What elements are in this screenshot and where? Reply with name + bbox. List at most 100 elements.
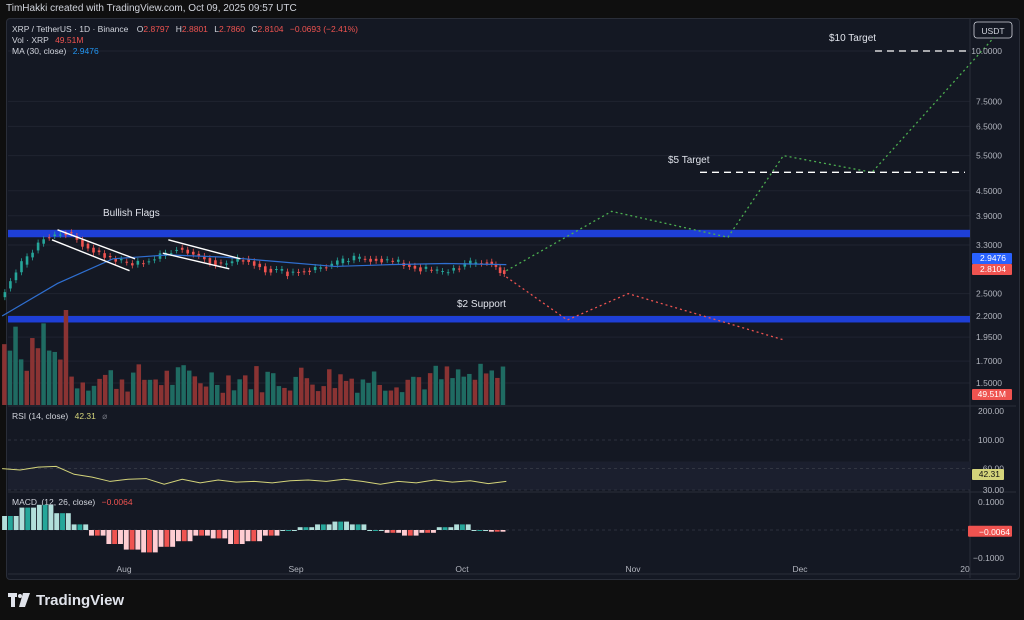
currency-button[interactable]: USDT — [973, 21, 1013, 39]
volume-bar — [355, 392, 360, 405]
candle-body — [31, 252, 34, 258]
volume-bar — [388, 390, 394, 405]
volume-bar — [427, 373, 433, 405]
macd-legend-label: MACD — [12, 497, 37, 507]
volume-bar — [46, 350, 52, 405]
tradingview-footer[interactable]: TradingView — [8, 590, 124, 610]
rsi-settings-icon[interactable]: ⌀ — [102, 411, 107, 421]
legend-ma-label: MA (30, close) — [12, 46, 66, 56]
macd-histogram-bar — [135, 530, 141, 550]
rsi-line — [2, 465, 507, 485]
candle-body — [42, 239, 45, 244]
macd-histogram-bar — [239, 530, 245, 544]
volume-bar — [170, 384, 175, 405]
candle-body — [36, 242, 40, 251]
macd-histogram-bar — [204, 530, 210, 536]
rsi-tick-label: 30.00 — [983, 485, 1005, 495]
macd-histogram-bar — [228, 530, 234, 544]
candle-body — [53, 234, 57, 236]
legend-o-label: O — [137, 24, 144, 34]
candle-body — [3, 292, 7, 298]
macd-histogram-bar — [268, 530, 274, 536]
macd-histogram-bar — [320, 524, 326, 530]
macd-histogram-bar — [112, 530, 118, 544]
macd-histogram-bar — [210, 530, 216, 539]
macd-histogram-bar — [164, 530, 170, 547]
volume-bar — [265, 371, 270, 405]
macd-histogram-bar — [94, 530, 100, 536]
volume-bar — [299, 367, 304, 405]
volume-bar — [383, 390, 388, 405]
macd-histogram-bar — [471, 530, 477, 531]
candle-body — [424, 266, 428, 269]
candle-body — [275, 269, 278, 271]
macd-histogram-bar — [158, 530, 164, 547]
volume-bar — [74, 388, 80, 405]
rsi-pane[interactable]: RSI (14, close) 42.31 ⌀ 100.00 60.00 30.00… — [2, 411, 1004, 495]
macd-histogram-bar — [315, 524, 320, 530]
volume-bar — [80, 382, 86, 405]
macd-histogram-bar — [257, 530, 263, 542]
candle-body — [186, 249, 190, 254]
candle-body — [153, 259, 156, 261]
macd-histogram-bar — [54, 513, 60, 530]
macd-histogram-bar — [465, 524, 471, 530]
volume-bar — [13, 326, 18, 405]
macd-histogram-bar — [245, 530, 251, 542]
volume-bar — [450, 378, 455, 405]
volume-bar — [310, 384, 315, 405]
candle-body — [469, 260, 472, 265]
macd-histogram-bar — [31, 507, 37, 530]
volume-bar — [399, 392, 405, 405]
legend-ma-value: 2.9476 — [73, 46, 99, 56]
volume-bar — [41, 323, 46, 405]
volume-bar — [108, 370, 114, 405]
time-tick-label: Dec — [792, 564, 808, 574]
macd-pane[interactable]: MACD (12, 26, close) −0.0064 0.1000 −0.10… — [2, 497, 1012, 563]
volume-bar — [220, 392, 226, 405]
volume-bar — [209, 372, 214, 405]
brand-name: TradingView — [36, 591, 125, 609]
candle-body — [313, 267, 317, 271]
legend-vol-label: Vol · XRP — [12, 35, 49, 45]
macd-current-bg — [968, 525, 1012, 537]
macd-histogram-bar — [280, 530, 286, 531]
macd-histogram-bar — [146, 530, 152, 553]
legend-change: −0.0693 (−2.41%) — [290, 24, 358, 34]
candle-body — [108, 255, 112, 258]
svg-text:XRP / TetherUS · 1D · Binance: XRP / TetherUS · 1D · Binance O2.8797 H2… — [12, 24, 358, 34]
macd-histogram-bar — [454, 524, 460, 530]
macd-histogram-bar — [83, 524, 89, 530]
candle-body — [463, 263, 467, 267]
candle-body — [347, 261, 350, 263]
candle-body — [75, 235, 79, 240]
zone--2-support — [8, 316, 970, 323]
candle-body — [175, 249, 178, 251]
price-tick-label: 2.2000 — [976, 311, 1002, 321]
volume-bar — [377, 384, 382, 405]
volume-bar — [63, 310, 69, 405]
time-tick-label: 20 — [960, 564, 970, 574]
time-tick-label: Sep — [288, 564, 303, 574]
candle-body — [258, 263, 262, 268]
candle-body — [142, 263, 145, 265]
legend-h-value: 2.8801 — [182, 24, 208, 34]
volume-bar — [91, 385, 97, 405]
macd-histogram-bar — [2, 516, 8, 530]
macd-histogram-bar — [402, 530, 407, 536]
volume-bar — [478, 363, 483, 405]
svg-text:RSI (14, close) 42.31: RSI (14, close) 42.31 ⌀ — [12, 411, 107, 421]
candle-body — [103, 253, 106, 258]
macd-histogram-bar — [42, 504, 48, 530]
macd-histogram-bar — [89, 530, 94, 536]
currency-label: USDT — [981, 26, 1004, 36]
candle-body — [241, 260, 245, 262]
candle-body — [302, 271, 306, 273]
volume-bar — [2, 344, 7, 405]
candle-body — [64, 233, 68, 236]
macd-histogram-bar — [141, 530, 147, 553]
candle-body — [374, 258, 378, 261]
macd-legend-value: −0.0064 — [102, 497, 133, 507]
macd-histogram-bar — [123, 530, 129, 550]
